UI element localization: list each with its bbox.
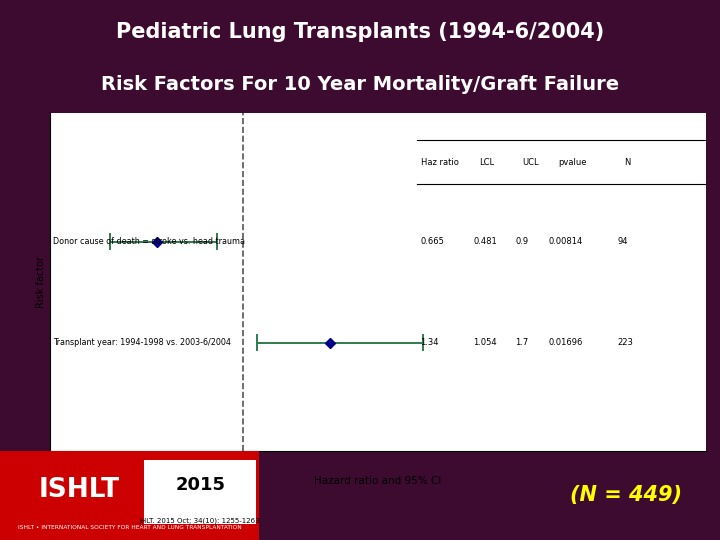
X-axis label: Hazard ratio and 95% CI: Hazard ratio and 95% CI [315, 476, 441, 486]
Text: 223: 223 [617, 339, 633, 347]
Text: pvalue: pvalue [558, 158, 587, 167]
Text: ISHLT • INTERNATIONAL SOCIETY FOR HEART AND LUNG TRANSPLANTATION: ISHLT • INTERNATIONAL SOCIETY FOR HEART … [18, 525, 241, 530]
Text: 1.34: 1.34 [420, 339, 439, 347]
Bar [0, 451, 259, 540]
Text: N: N [624, 158, 630, 167]
Text: Transplant year: 1994-1998 vs. 2003-6/2004: Transplant year: 1994-1998 vs. 2003-6/20… [53, 339, 231, 347]
Text: 0.665: 0.665 [420, 237, 444, 246]
Text: JHLT. 2015 Oct; 34(10): 1255-1263: JHLT. 2015 Oct; 34(10): 1255-1263 [140, 517, 261, 524]
Text: 0.9: 0.9 [516, 237, 528, 246]
Text: Haz ratio: Haz ratio [420, 158, 459, 167]
Text: ISHLT: ISHLT [39, 477, 120, 503]
Text: 2015: 2015 [175, 476, 225, 494]
Text: UCL: UCL [522, 158, 539, 167]
Text: (N = 449): (N = 449) [570, 485, 683, 505]
Text: 0.481: 0.481 [473, 237, 497, 246]
Text: Risk Factors For 10 Year Mortality/Graft Failure: Risk Factors For 10 Year Mortality/Graft… [101, 75, 619, 94]
Text: 0.01696: 0.01696 [549, 339, 582, 347]
Text: LCL: LCL [480, 158, 495, 167]
Text: 1.054: 1.054 [473, 339, 497, 347]
Bar [144, 460, 256, 524]
Text: Pediatric Lung Transplants (1994-6/2004): Pediatric Lung Transplants (1994-6/2004) [116, 22, 604, 43]
Y-axis label: Risk factor: Risk factor [36, 256, 46, 308]
Text: 94: 94 [617, 237, 628, 246]
Text: Donor cause of death = stroke vs. head trauma: Donor cause of death = stroke vs. head t… [53, 237, 245, 246]
Text: 0.00814: 0.00814 [549, 237, 582, 246]
Text: 1.7: 1.7 [516, 339, 529, 347]
